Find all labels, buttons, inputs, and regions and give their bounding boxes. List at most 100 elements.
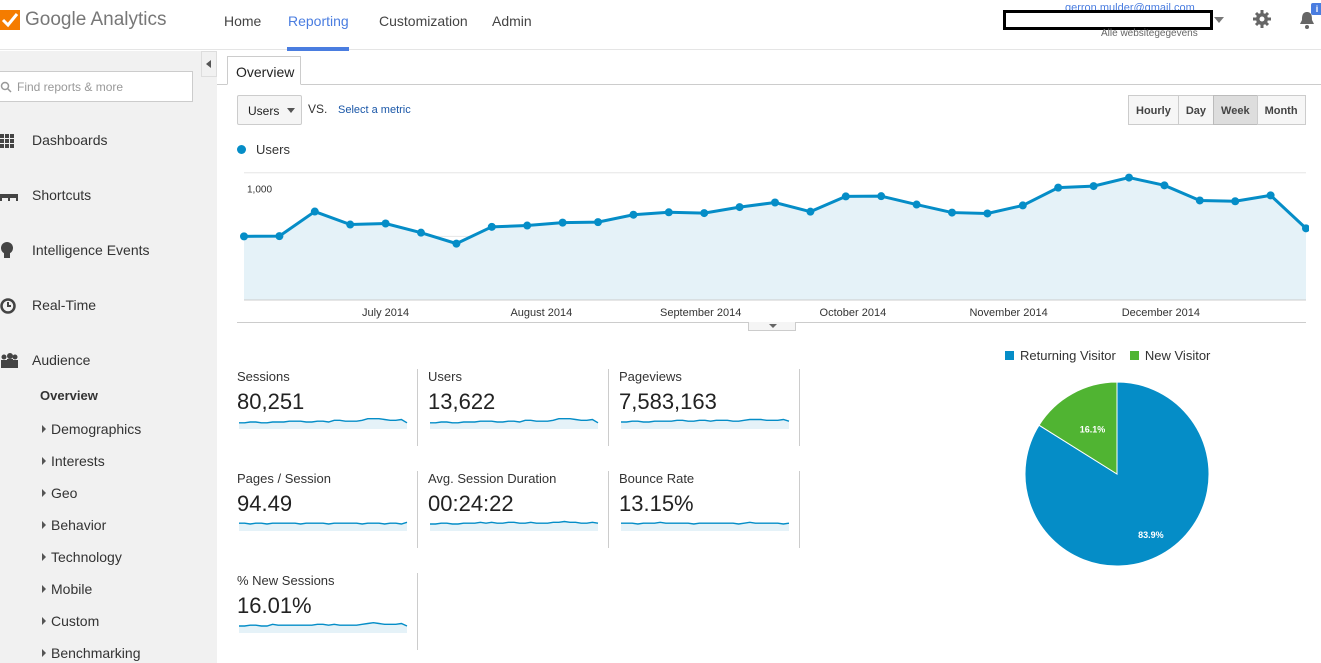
data-point[interactable] <box>629 210 638 219</box>
chart-expand-toggle[interactable] <box>748 322 796 331</box>
scorecard-avg-session-duration[interactable]: Avg. Session Duration 00:24:22 <box>428 471 608 549</box>
data-point[interactable] <box>381 219 390 228</box>
card-divider <box>799 369 800 446</box>
sidebar-item-dashboards[interactable]: Dashboards <box>0 132 200 152</box>
sidebar-item-label: Real-Time <box>32 297 97 313</box>
sidebar-subitem-demographics[interactable]: Demographics <box>42 421 141 437</box>
data-point[interactable] <box>983 209 992 218</box>
search-icon <box>0 81 12 93</box>
sparkline <box>621 418 790 429</box>
nav-home[interactable]: Home <box>224 13 262 29</box>
sidebar-subitem-behavior[interactable]: Behavior <box>42 517 106 533</box>
range-hourly-button[interactable]: Hourly <box>1128 95 1179 125</box>
data-point[interactable] <box>1018 201 1027 210</box>
data-point[interactable] <box>275 232 284 241</box>
data-point[interactable] <box>487 222 496 231</box>
range-day-button[interactable]: Day <box>1177 95 1215 125</box>
scorecard-value: 80,251 <box>237 389 305 414</box>
metric-dropdown[interactable]: Users <box>237 95 302 125</box>
subitem-label: Behavior <box>51 517 107 533</box>
data-point[interactable] <box>523 221 532 230</box>
nav-admin[interactable]: Admin <box>492 13 532 29</box>
data-point[interactable] <box>1195 196 1204 205</box>
scorecard-pages-per-session[interactable]: Pages / Session 94.49 <box>237 471 417 549</box>
card-divider <box>799 471 800 548</box>
data-point[interactable] <box>1089 182 1098 191</box>
card-divider <box>417 369 418 446</box>
tab-overview[interactable]: Overview <box>227 56 301 85</box>
data-point[interactable] <box>1125 173 1133 182</box>
search-input[interactable]: Find reports & more <box>17 80 124 94</box>
data-point[interactable] <box>1266 191 1275 200</box>
scorecard-label: Pages / Session <box>237 471 331 486</box>
data-point[interactable] <box>1160 181 1169 190</box>
subitem-label: Benchmarking <box>51 645 141 661</box>
sidebar-subitem-overview[interactable]: Overview <box>40 388 98 403</box>
sidebar-subitem-benchmarking[interactable]: Benchmarking <box>42 645 141 661</box>
data-point[interactable] <box>912 200 921 209</box>
data-point[interactable] <box>1231 197 1240 206</box>
sidebar-subitem-interests[interactable]: Interests <box>42 453 105 469</box>
sparkline-path <box>239 417 408 424</box>
nav-customization[interactable]: Customization <box>379 13 468 29</box>
scorecard-new-sessions[interactable]: % New Sessions 16.01% <box>237 573 417 651</box>
data-point[interactable] <box>877 192 886 201</box>
scorecard-label: Bounce Rate <box>619 471 695 486</box>
range-month-button[interactable]: Month <box>1256 95 1306 125</box>
data-point[interactable] <box>417 228 425 237</box>
data-point[interactable] <box>841 192 850 201</box>
tab-divider <box>217 84 1321 85</box>
legend-new-visitor[interactable]: New Visitor <box>1129 348 1210 363</box>
account-dropdown-icon[interactable] <box>1214 17 1224 23</box>
data-point[interactable] <box>771 198 779 207</box>
sidebar-subitem-mobile[interactable]: Mobile <box>42 581 92 597</box>
data-point[interactable] <box>806 207 815 216</box>
pie-slice-new-visitor[interactable] <box>1038 381 1118 475</box>
data-point[interactable] <box>594 218 602 227</box>
visitor-type-pie-chart: 83.9% 16.1% <box>1024 381 1210 567</box>
nav-reporting[interactable]: Reporting <box>288 13 349 29</box>
scorecard-users[interactable]: Users 13,622 <box>428 369 608 447</box>
data-point[interactable] <box>310 207 319 216</box>
data-point[interactable] <box>735 203 744 212</box>
expand-arrow-icon <box>42 425 46 433</box>
gear-icon[interactable] <box>1253 10 1271 28</box>
y-tick-label: 1,000 <box>247 185 272 196</box>
data-point[interactable] <box>452 239 461 248</box>
shortcut-icon <box>0 194 18 201</box>
sidebar-subitem-technology[interactable]: Technology <box>42 549 122 565</box>
collapse-sidebar-button[interactable] <box>201 51 217 77</box>
sidebar-subitem-geo[interactable]: Geo <box>42 485 77 501</box>
range-week-button[interactable]: Week <box>1213 95 1258 125</box>
notifications-bell-icon[interactable] <box>1298 10 1316 30</box>
sidebar-item-audience[interactable]: Audience <box>0 352 200 372</box>
data-point[interactable] <box>346 220 355 229</box>
sidebar-item-label: Intelligence Events <box>32 242 150 258</box>
data-point[interactable] <box>1054 183 1063 192</box>
sparkline <box>430 417 599 429</box>
data-point[interactable] <box>700 209 709 218</box>
scorecard-sessions[interactable]: Sessions 80,251 <box>237 369 417 447</box>
data-point[interactable] <box>1302 224 1309 233</box>
expand-arrow-icon <box>42 489 46 497</box>
data-point[interactable] <box>948 208 956 217</box>
scorecard-pageviews[interactable]: Pageviews 7,583,163 <box>619 369 799 447</box>
info-badge[interactable]: i <box>1311 3 1321 15</box>
sidebar-item-real-time[interactable]: Real-Time <box>0 297 200 317</box>
app-logo-text: Google Analytics <box>25 9 167 30</box>
sparkline-path <box>621 418 790 423</box>
account-selector-redacted[interactable] <box>1003 10 1213 30</box>
search-box[interactable]: Find reports & more <box>0 71 193 102</box>
legend-returning-visitor[interactable]: Returning Visitor <box>1005 348 1116 363</box>
x-tick-label: July 2014 <box>362 307 409 319</box>
data-point[interactable] <box>664 208 673 217</box>
select-metric-link[interactable]: Select a metric <box>338 104 411 116</box>
sidebar-item-shortcuts[interactable]: Shortcuts <box>0 187 200 207</box>
scorecard-bounce-rate[interactable]: Bounce Rate 13.15% <box>619 471 799 549</box>
sidebar-item-intelligence-events[interactable]: Intelligence Events <box>0 242 200 262</box>
sidebar-subitem-custom[interactable]: Custom <box>42 613 99 629</box>
sparkline <box>239 521 408 531</box>
data-point[interactable] <box>240 232 248 241</box>
data-point[interactable] <box>558 218 567 227</box>
area-fill <box>244 177 1306 300</box>
